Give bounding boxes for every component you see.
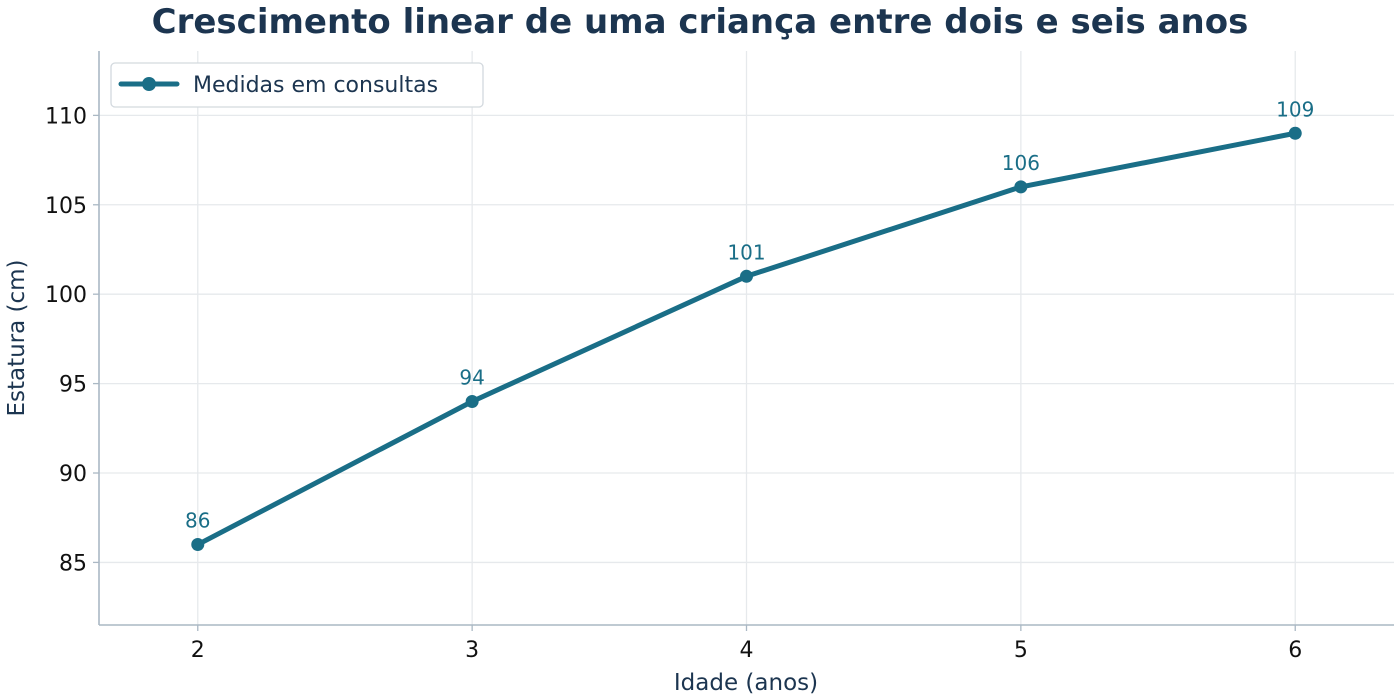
- x-tick-label: 4: [740, 638, 754, 663]
- x-tick-label: 6: [1288, 638, 1302, 663]
- legend-box: [110, 62, 484, 108]
- legend-marker: [142, 77, 156, 91]
- x-tick-label: 5: [1014, 638, 1028, 663]
- data-label: 94: [459, 365, 484, 389]
- chart-title: Crescimento linear de uma criança entre …: [152, 2, 1249, 42]
- data-point: [191, 538, 205, 552]
- data-point: [1288, 126, 1302, 140]
- y-tick-label: 100: [45, 283, 87, 308]
- y-tick-label: 105: [45, 194, 87, 219]
- series-layer: 86 94 101 106 109: [185, 97, 1314, 552]
- x-tick-label: 3: [465, 638, 479, 663]
- x-ticks: 2 3 4 5 6: [191, 625, 1302, 663]
- data-label: 86: [185, 509, 210, 533]
- legend: Medidas em consultas: [110, 62, 484, 108]
- legend-label: Medidas em consultas: [193, 73, 438, 98]
- y-axis-label: Estatura (cm): [4, 259, 30, 416]
- data-label: 101: [727, 240, 765, 264]
- y-tick-label: 95: [59, 373, 87, 398]
- y-tick-label: 85: [59, 551, 87, 576]
- x-tick-label: 2: [191, 638, 205, 663]
- data-point: [1014, 180, 1028, 194]
- data-point: [740, 269, 753, 283]
- x-axis-label: Idade (anos): [674, 670, 818, 696]
- data-label: 106: [1002, 151, 1040, 175]
- grid: [99, 51, 1394, 625]
- y-ticks: 85 90 95 100 105 110: [45, 104, 99, 576]
- data-point: [465, 394, 479, 408]
- data-label: 109: [1276, 97, 1314, 121]
- y-tick-label: 110: [45, 104, 87, 129]
- y-tick-label: 90: [59, 462, 87, 487]
